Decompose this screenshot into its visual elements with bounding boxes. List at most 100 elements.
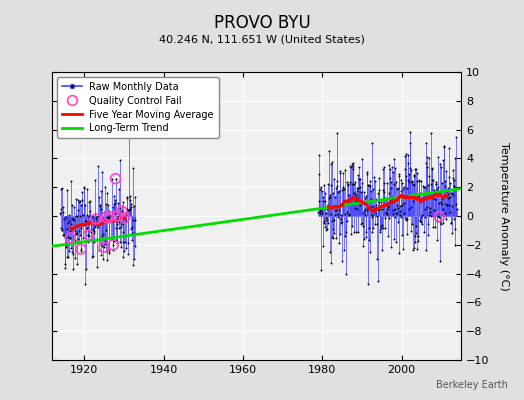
Point	[436, 199, 445, 206]
Point	[102, 214, 111, 221]
Point	[373, 220, 381, 227]
Point	[414, 178, 423, 184]
Point	[435, 214, 443, 220]
Point	[347, 181, 356, 188]
Point	[406, 165, 414, 171]
Point	[335, 240, 343, 246]
Point	[379, 186, 387, 193]
Point	[443, 202, 451, 208]
Point	[118, 208, 126, 214]
Point	[315, 171, 323, 178]
Point	[407, 228, 415, 234]
Point	[383, 210, 391, 217]
Point	[62, 242, 71, 248]
Point	[393, 186, 401, 192]
Point	[99, 231, 107, 238]
Point	[428, 166, 436, 172]
Point	[418, 211, 426, 218]
Point	[66, 235, 74, 241]
Point	[398, 186, 407, 192]
Point	[390, 206, 399, 212]
Point	[424, 182, 432, 188]
Point	[131, 243, 139, 250]
Point	[66, 228, 74, 234]
Point	[406, 167, 414, 174]
Point	[126, 206, 134, 212]
Point	[317, 267, 325, 273]
Point	[320, 190, 329, 196]
Point	[364, 281, 372, 287]
Point	[322, 214, 331, 221]
Point	[434, 189, 443, 196]
Point	[67, 221, 75, 228]
Point	[434, 154, 442, 160]
Point	[60, 232, 68, 238]
Point	[402, 173, 410, 180]
Point	[112, 225, 120, 231]
Y-axis label: Temperature Anomaly (°C): Temperature Anomaly (°C)	[499, 142, 509, 290]
Point	[361, 194, 369, 201]
Point	[99, 255, 107, 262]
Point	[113, 238, 121, 244]
Point	[380, 225, 389, 231]
Point	[372, 196, 380, 202]
Point	[419, 190, 427, 197]
Point	[390, 235, 398, 242]
Point	[355, 176, 364, 182]
Point	[429, 223, 437, 230]
Point	[394, 205, 402, 212]
Point	[357, 198, 365, 205]
Point	[340, 186, 348, 193]
Point	[368, 139, 376, 146]
Point	[381, 210, 390, 216]
Point	[344, 181, 352, 188]
Point	[449, 175, 457, 181]
Point	[93, 218, 102, 225]
Point	[403, 185, 411, 192]
Point	[378, 222, 386, 228]
Point	[90, 230, 98, 236]
Point	[78, 202, 86, 208]
Point	[435, 219, 444, 225]
Point	[388, 198, 397, 205]
Point	[395, 250, 403, 256]
Point	[438, 196, 446, 202]
Point	[344, 197, 353, 203]
Point	[406, 129, 414, 136]
Point	[123, 194, 132, 200]
Point	[72, 213, 80, 219]
Point	[373, 213, 381, 219]
Point	[397, 176, 406, 183]
Point	[416, 190, 424, 196]
Point	[114, 213, 122, 219]
Point	[402, 151, 410, 157]
Point	[416, 216, 424, 223]
Point	[365, 237, 373, 244]
Point	[359, 189, 368, 195]
Point	[70, 217, 78, 223]
Point	[442, 187, 451, 194]
Point	[394, 185, 402, 191]
Point	[387, 194, 396, 200]
Point	[381, 214, 389, 221]
Point	[420, 228, 428, 235]
Point	[124, 207, 133, 213]
Point	[107, 214, 115, 220]
Point	[117, 202, 126, 209]
Point	[346, 200, 355, 207]
Point	[441, 178, 449, 184]
Point	[329, 190, 337, 196]
Point	[350, 181, 358, 187]
Point	[342, 229, 351, 236]
Point	[70, 228, 79, 234]
Point	[93, 163, 102, 170]
Point	[389, 181, 398, 187]
Point	[84, 232, 92, 238]
Point	[91, 176, 100, 183]
Point	[445, 202, 453, 209]
Point	[446, 194, 454, 200]
Point	[440, 143, 448, 150]
Point	[364, 182, 373, 188]
Point	[389, 207, 398, 213]
Point	[336, 212, 345, 218]
